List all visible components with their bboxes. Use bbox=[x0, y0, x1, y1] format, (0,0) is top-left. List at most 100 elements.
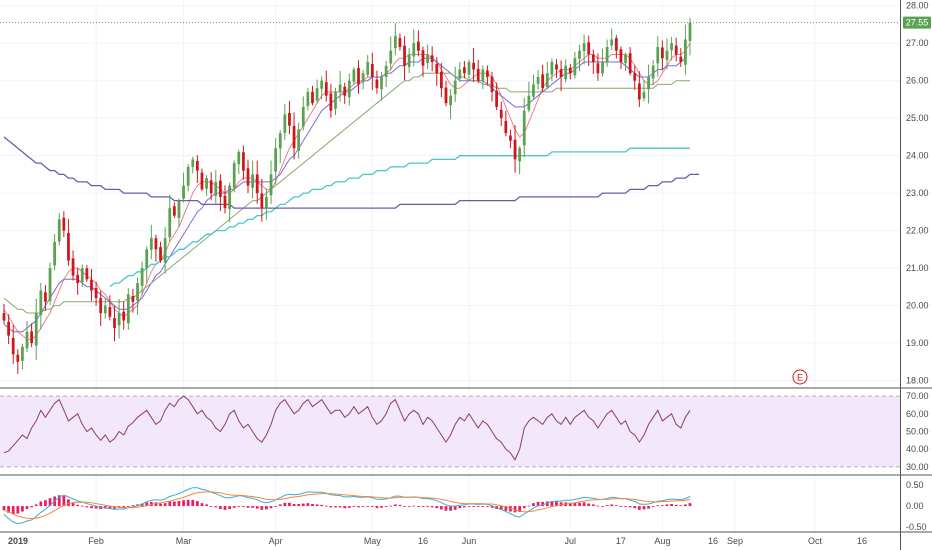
candle bbox=[186, 164, 190, 192]
candle-body bbox=[140, 268, 144, 286]
macd-histogram-bar bbox=[357, 506, 360, 508]
candle bbox=[532, 74, 535, 100]
candle-body bbox=[642, 91, 646, 99]
earnings-marker[interactable]: E bbox=[792, 369, 808, 385]
macd-histogram-bar bbox=[246, 506, 250, 508]
candle bbox=[209, 172, 213, 201]
candle-body bbox=[605, 46, 609, 62]
x-tick-label: Feb bbox=[88, 536, 104, 546]
candle bbox=[463, 60, 466, 79]
candle-body bbox=[2, 313, 6, 321]
price-axis[interactable]: 28.00 27.00 26.00 25.00 24.00 23.00 22.00 21.00… bbox=[906, 1, 929, 532]
candle-body bbox=[172, 206, 176, 216]
candle bbox=[343, 82, 347, 104]
candle bbox=[380, 72, 383, 101]
candle bbox=[527, 81, 531, 113]
macd-histogram-bar bbox=[7, 506, 10, 513]
macd-histogram-bar bbox=[568, 503, 572, 507]
candle bbox=[39, 282, 43, 330]
candle-body bbox=[596, 63, 600, 74]
candle-body bbox=[513, 139, 517, 160]
macd-histogram-bar bbox=[223, 506, 227, 510]
macd-histogram-bar bbox=[34, 504, 38, 507]
macd-histogram-bar bbox=[582, 502, 586, 507]
candle bbox=[393, 23, 397, 56]
candle bbox=[200, 168, 204, 192]
candle-body bbox=[426, 54, 429, 64]
candle-body bbox=[76, 274, 80, 284]
macd-histogram-bar bbox=[205, 504, 208, 507]
y-tick-label: 30.00 bbox=[906, 462, 929, 472]
macd-histogram-bar bbox=[651, 506, 655, 507]
candle bbox=[660, 40, 664, 71]
macd-histogram-bar bbox=[679, 505, 683, 507]
macd-histogram-bar bbox=[347, 506, 351, 508]
macd-histogram-bar bbox=[334, 506, 337, 508]
candle-body bbox=[467, 61, 471, 75]
macd-histogram-bar bbox=[16, 506, 20, 514]
rsi-path bbox=[3, 395, 691, 461]
candle bbox=[99, 290, 103, 326]
candle bbox=[48, 262, 52, 305]
candle bbox=[522, 97, 526, 158]
macd-histogram-bar bbox=[522, 506, 526, 509]
macd-histogram-bar bbox=[329, 506, 333, 508]
candle-body bbox=[205, 178, 208, 189]
macd-histogram-bar bbox=[573, 502, 577, 507]
candle-body bbox=[389, 50, 393, 64]
macd-histogram-bar bbox=[145, 502, 149, 507]
candle-body bbox=[435, 64, 439, 74]
candle bbox=[131, 288, 135, 313]
candle-body bbox=[416, 41, 420, 51]
candle-body bbox=[591, 54, 595, 62]
candle bbox=[472, 48, 475, 83]
earnings-circle[interactable] bbox=[792, 369, 808, 385]
candle bbox=[219, 174, 222, 211]
candle-body bbox=[444, 87, 448, 104]
candle-body bbox=[223, 195, 227, 209]
candle bbox=[117, 299, 121, 339]
candle-body bbox=[518, 148, 522, 162]
macd-histogram-bar bbox=[306, 503, 310, 507]
ma_200-line bbox=[3, 136, 700, 209]
macd-histogram-bar bbox=[421, 506, 425, 507]
candle-body bbox=[398, 38, 402, 47]
macd-histogram-bar bbox=[596, 505, 600, 507]
candle bbox=[34, 298, 38, 361]
candle bbox=[232, 160, 236, 193]
y-tick-label: 28.00 bbox=[906, 1, 929, 11]
candle-body bbox=[131, 295, 135, 302]
candle-body bbox=[200, 172, 204, 190]
y-tick-label: 0.50 bbox=[906, 480, 924, 490]
candle-body bbox=[463, 67, 466, 74]
candle-body bbox=[232, 163, 236, 188]
rsi-band bbox=[0, 395, 900, 468]
candle-body bbox=[481, 69, 485, 81]
macd-histogram-bar bbox=[71, 502, 75, 507]
candle bbox=[7, 314, 10, 345]
y-tick-label: 60.00 bbox=[906, 409, 929, 419]
candle bbox=[674, 37, 678, 62]
candle-body bbox=[440, 71, 443, 89]
candle bbox=[57, 213, 61, 246]
candle-body bbox=[154, 238, 158, 250]
macd-histogram-bar bbox=[25, 506, 29, 510]
candle-body bbox=[504, 120, 508, 134]
candle bbox=[555, 59, 558, 78]
macd-histogram-bar bbox=[283, 502, 287, 507]
candle bbox=[237, 149, 241, 174]
time-axis[interactable]: 2019 Feb Mar Apr May 16 Jun Jul 17 Aug 16 Sep Oct 16 bbox=[8, 536, 867, 546]
candle bbox=[11, 324, 15, 364]
candle bbox=[628, 47, 632, 76]
candle-body bbox=[159, 247, 162, 261]
macd-histogram-bar bbox=[44, 500, 47, 507]
x-tick-label: 16 bbox=[857, 536, 867, 546]
candle-body bbox=[278, 133, 282, 149]
macd-histogram-bar bbox=[412, 505, 416, 507]
macd-histogram-bar bbox=[463, 506, 466, 508]
candle-body bbox=[568, 67, 572, 74]
candle-body bbox=[315, 88, 319, 101]
candle-body bbox=[532, 84, 535, 97]
macd-histogram-bar bbox=[90, 506, 93, 509]
